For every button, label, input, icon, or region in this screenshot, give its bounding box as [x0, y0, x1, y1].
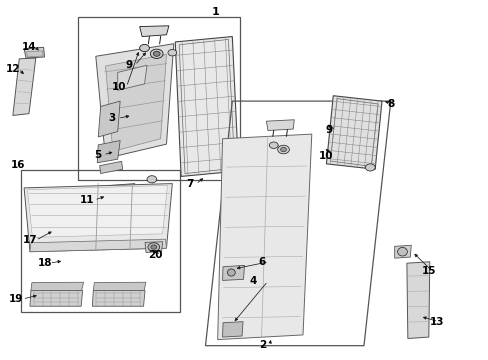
Polygon shape [92, 291, 145, 306]
Text: 9: 9 [125, 60, 133, 70]
Text: 13: 13 [429, 317, 444, 327]
Polygon shape [24, 184, 172, 252]
Bar [21, 170, 180, 312]
Polygon shape [145, 242, 162, 252]
Ellipse shape [397, 247, 407, 256]
Text: 11: 11 [80, 195, 95, 205]
Polygon shape [217, 134, 311, 339]
Ellipse shape [140, 44, 149, 51]
Text: 4: 4 [249, 276, 256, 286]
Polygon shape [122, 205, 133, 222]
Ellipse shape [227, 269, 235, 276]
Text: 16: 16 [10, 160, 25, 170]
Text: 18: 18 [37, 258, 52, 268]
Polygon shape [175, 37, 238, 176]
Polygon shape [222, 265, 244, 280]
Text: 10: 10 [112, 82, 126, 92]
Ellipse shape [150, 49, 163, 58]
Polygon shape [326, 96, 381, 169]
Text: 19: 19 [9, 294, 23, 304]
Text: 14: 14 [21, 42, 36, 52]
Ellipse shape [365, 164, 374, 171]
Polygon shape [26, 51, 43, 57]
Polygon shape [93, 282, 146, 291]
Text: 3: 3 [108, 113, 115, 123]
Polygon shape [406, 262, 429, 338]
Polygon shape [100, 161, 122, 174]
Polygon shape [13, 58, 36, 116]
Text: 1: 1 [211, 7, 219, 17]
Text: 7: 7 [186, 179, 193, 189]
Ellipse shape [148, 243, 159, 251]
Text: 17: 17 [22, 235, 37, 245]
Ellipse shape [269, 142, 278, 148]
Text: 15: 15 [421, 266, 435, 276]
Ellipse shape [147, 176, 157, 183]
Ellipse shape [280, 147, 286, 152]
Text: 20: 20 [148, 250, 163, 260]
Text: 9: 9 [325, 125, 332, 135]
Polygon shape [31, 282, 83, 291]
Polygon shape [105, 54, 166, 151]
Ellipse shape [167, 49, 176, 56]
Polygon shape [89, 184, 135, 209]
Ellipse shape [151, 245, 157, 249]
Text: 5: 5 [94, 150, 102, 160]
Polygon shape [118, 65, 147, 90]
Polygon shape [140, 26, 168, 37]
Polygon shape [30, 239, 166, 252]
Text: 12: 12 [6, 64, 20, 74]
Polygon shape [98, 101, 120, 137]
Text: 8: 8 [386, 99, 394, 109]
Polygon shape [24, 47, 44, 58]
Ellipse shape [277, 145, 289, 154]
Text: 10: 10 [319, 150, 333, 161]
Polygon shape [27, 185, 167, 237]
Text: 6: 6 [258, 257, 265, 267]
Polygon shape [30, 291, 82, 306]
Polygon shape [97, 140, 120, 163]
Text: 2: 2 [259, 340, 266, 350]
Polygon shape [222, 321, 243, 337]
Polygon shape [92, 208, 105, 223]
Ellipse shape [153, 51, 160, 56]
Bar [78, 17, 239, 180]
Polygon shape [96, 44, 173, 158]
Polygon shape [394, 245, 410, 258]
Polygon shape [266, 120, 294, 131]
